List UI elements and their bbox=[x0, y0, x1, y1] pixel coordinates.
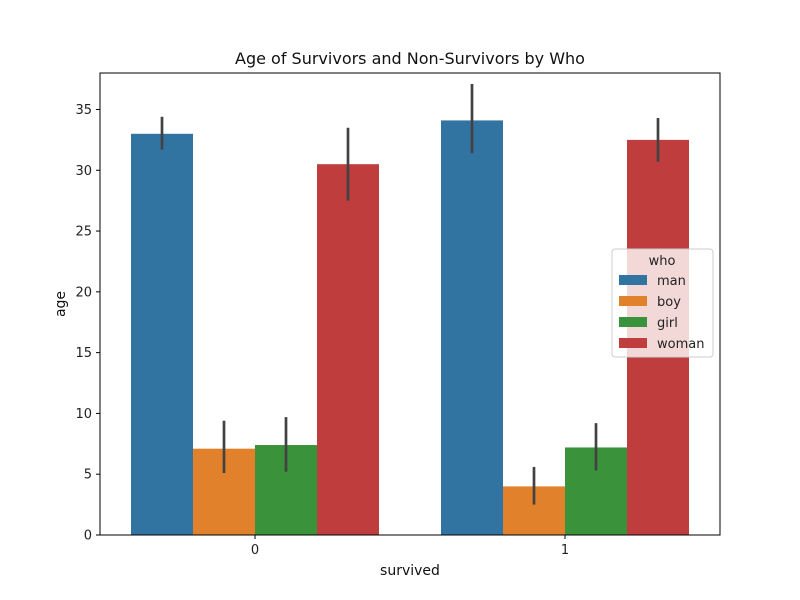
legend-label-girl: girl bbox=[657, 316, 678, 331]
y-tick-label: 20 bbox=[75, 285, 92, 300]
legend-title: who bbox=[649, 254, 676, 269]
bars-group bbox=[131, 120, 689, 536]
y-tick-label: 35 bbox=[75, 103, 92, 118]
x-tick-label: 1 bbox=[561, 543, 569, 558]
x-axis-title: survived bbox=[380, 563, 440, 579]
y-tick-label: 15 bbox=[75, 346, 92, 361]
y-tick-label: 0 bbox=[84, 529, 92, 544]
legend-swatch-boy bbox=[619, 296, 647, 306]
legend-label-woman: woman bbox=[657, 337, 704, 352]
y-tick-label: 5 bbox=[84, 468, 92, 483]
y-axis: 0 5 10 15 20 25 30 35 bbox=[75, 103, 100, 544]
chart-title: Age of Survivors and Non-Survivors by Wh… bbox=[235, 49, 585, 68]
bar-man-0 bbox=[131, 133, 193, 536]
y-axis-title: age bbox=[53, 291, 69, 317]
y-tick-label: 10 bbox=[75, 407, 92, 422]
bar-man-1 bbox=[441, 120, 503, 536]
y-tick-label: 25 bbox=[75, 225, 92, 240]
legend-items: man boy girl woman bbox=[619, 274, 704, 352]
legend-label-man: man bbox=[657, 274, 686, 289]
y-tick-label: 30 bbox=[75, 164, 92, 179]
error-bars-group bbox=[160, 83, 660, 505]
legend-swatch-woman bbox=[619, 338, 647, 348]
legend-swatch-girl bbox=[619, 317, 647, 327]
legend: who man boy girl woman bbox=[611, 248, 714, 358]
x-tick-label: 0 bbox=[251, 543, 259, 558]
legend-label-boy: boy bbox=[657, 295, 681, 310]
legend-swatch-man bbox=[619, 275, 647, 285]
bar-woman-0 bbox=[317, 164, 379, 535]
plot-frame bbox=[99, 72, 721, 536]
